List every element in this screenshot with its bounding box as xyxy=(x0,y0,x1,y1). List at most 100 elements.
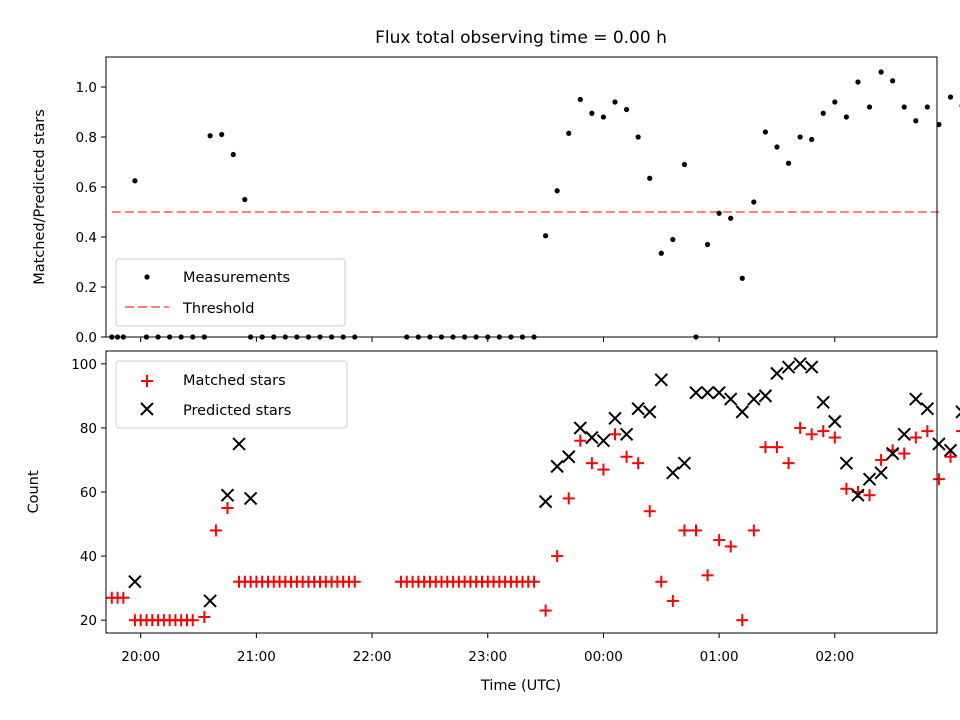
matched-star-point xyxy=(794,421,807,434)
measurement-point xyxy=(890,78,896,84)
matched-star-point xyxy=(198,610,211,623)
matched-star-point xyxy=(528,575,541,588)
predicted-star-point xyxy=(943,443,958,458)
matched-star-point xyxy=(828,431,841,444)
matched-star-point xyxy=(956,430,960,433)
matched-star-point xyxy=(186,614,199,627)
predicted-star-point xyxy=(804,360,819,374)
measurement-point xyxy=(658,250,664,256)
matched-star-point xyxy=(921,425,934,438)
predicted-star-point xyxy=(677,456,692,470)
matched-star-point xyxy=(840,482,853,495)
top-y-tick-label: 0.8 xyxy=(76,130,97,146)
bottom-y-tick-label: 60 xyxy=(80,485,97,501)
matched-star-point xyxy=(759,441,772,454)
top-y-tick-label: 0.6 xyxy=(76,180,97,196)
bottom-plot-frame xyxy=(105,350,938,634)
measurement-point xyxy=(832,99,838,105)
matched-star-point xyxy=(209,524,222,537)
measurement-point xyxy=(936,121,942,128)
predicted-star-point xyxy=(538,494,553,509)
matched-star-point xyxy=(747,524,760,537)
measurement-point xyxy=(635,134,641,140)
legend-threshold-label: Threshold xyxy=(182,301,254,317)
predicted-star-point xyxy=(955,405,960,419)
measurement-point xyxy=(797,134,803,140)
matched-star-point xyxy=(724,540,737,553)
predicted-star-point xyxy=(862,472,877,486)
measurement-point xyxy=(762,129,769,135)
matched-star-point xyxy=(909,431,922,444)
measurement-point xyxy=(612,99,618,105)
measurement-point xyxy=(647,175,653,181)
measurement-point xyxy=(947,94,954,100)
matched-star-point xyxy=(221,502,234,515)
matched-star-point xyxy=(348,575,361,588)
top-plot-frame xyxy=(105,56,938,338)
predicted-star-point xyxy=(920,401,935,416)
measurement-point xyxy=(866,104,873,110)
matched-star-point xyxy=(701,569,714,582)
predicted-star-point xyxy=(828,414,842,429)
top-y-ticks: 0.0 0.2 0.4 0.6 0.8 1.0 xyxy=(76,80,106,346)
bottom-x-tick-label: 00:00 xyxy=(584,649,623,665)
matched-star-point xyxy=(770,441,783,454)
matched-star-point xyxy=(562,492,575,505)
bottom-y-tick-label: 80 xyxy=(80,421,97,437)
measurement-point xyxy=(577,96,583,103)
predicted-star-point xyxy=(220,488,235,502)
legend-matched-label: Matched stars xyxy=(183,373,286,389)
measurement-point xyxy=(728,215,734,221)
predicted-star-point xyxy=(596,434,611,448)
measurement-point xyxy=(913,118,919,124)
measurement-point xyxy=(809,136,815,143)
matched-star-point xyxy=(574,434,587,447)
matched-star-point xyxy=(539,604,552,617)
predicted-star-point xyxy=(897,427,911,442)
matched-star-point xyxy=(805,428,818,441)
predicted-star-point xyxy=(585,430,599,445)
measurement-point xyxy=(681,161,688,168)
legend-measurements-marker xyxy=(144,274,150,280)
matched-star-point xyxy=(713,534,726,547)
matched-star-point xyxy=(817,425,830,438)
bottom-x-tick-label: 20:00 xyxy=(121,649,160,665)
measurement-point xyxy=(901,104,907,110)
predicted-star-point xyxy=(816,395,830,409)
bottom-x-tick-label: 01:00 xyxy=(700,649,739,665)
measurement-point xyxy=(716,210,722,216)
measurement-point xyxy=(855,79,861,85)
matched-star-point xyxy=(875,453,888,466)
matched-star-point xyxy=(666,594,679,607)
measurement-point xyxy=(242,196,248,203)
top-legend-box xyxy=(115,258,346,327)
predicted-star-point xyxy=(839,456,854,470)
measurement-point xyxy=(924,104,930,110)
legend-predicted-label: Predicted stars xyxy=(183,403,291,419)
predicted-star-point xyxy=(874,466,888,480)
matched-star-point xyxy=(863,489,876,502)
bottom-x-tick-label: 02:00 xyxy=(815,649,854,665)
predicted-star-point xyxy=(885,446,900,461)
predicted-star-point xyxy=(793,357,807,371)
bottom-x-tick-label: 23:00 xyxy=(468,649,507,665)
measurement-point xyxy=(589,110,595,116)
bottom-y-tick-label: 20 xyxy=(80,613,97,629)
measurement-point xyxy=(554,188,560,194)
top-y-tick-label: 0.0 xyxy=(76,330,97,346)
bottom-panel: 20 40 60 80 100 20:00 21:00 22:00 23:00 00:00 01:… xyxy=(26,350,960,694)
predicted-star-point xyxy=(932,437,946,451)
legend-matched-marker xyxy=(141,375,153,387)
measurement-point xyxy=(878,69,884,75)
measurement-point xyxy=(207,133,213,139)
predicted-star-point xyxy=(128,575,142,589)
top-x-ticks xyxy=(140,337,836,342)
top-y-tick-label: 0.4 xyxy=(76,230,97,246)
predicted-star-point xyxy=(654,373,668,387)
predicted-star-point xyxy=(712,385,726,400)
measurement-point xyxy=(751,199,757,205)
bottom-legend: Matched stars Predicted stars xyxy=(115,360,348,429)
predicted-star-point xyxy=(723,392,738,406)
measurement-point xyxy=(704,241,711,248)
